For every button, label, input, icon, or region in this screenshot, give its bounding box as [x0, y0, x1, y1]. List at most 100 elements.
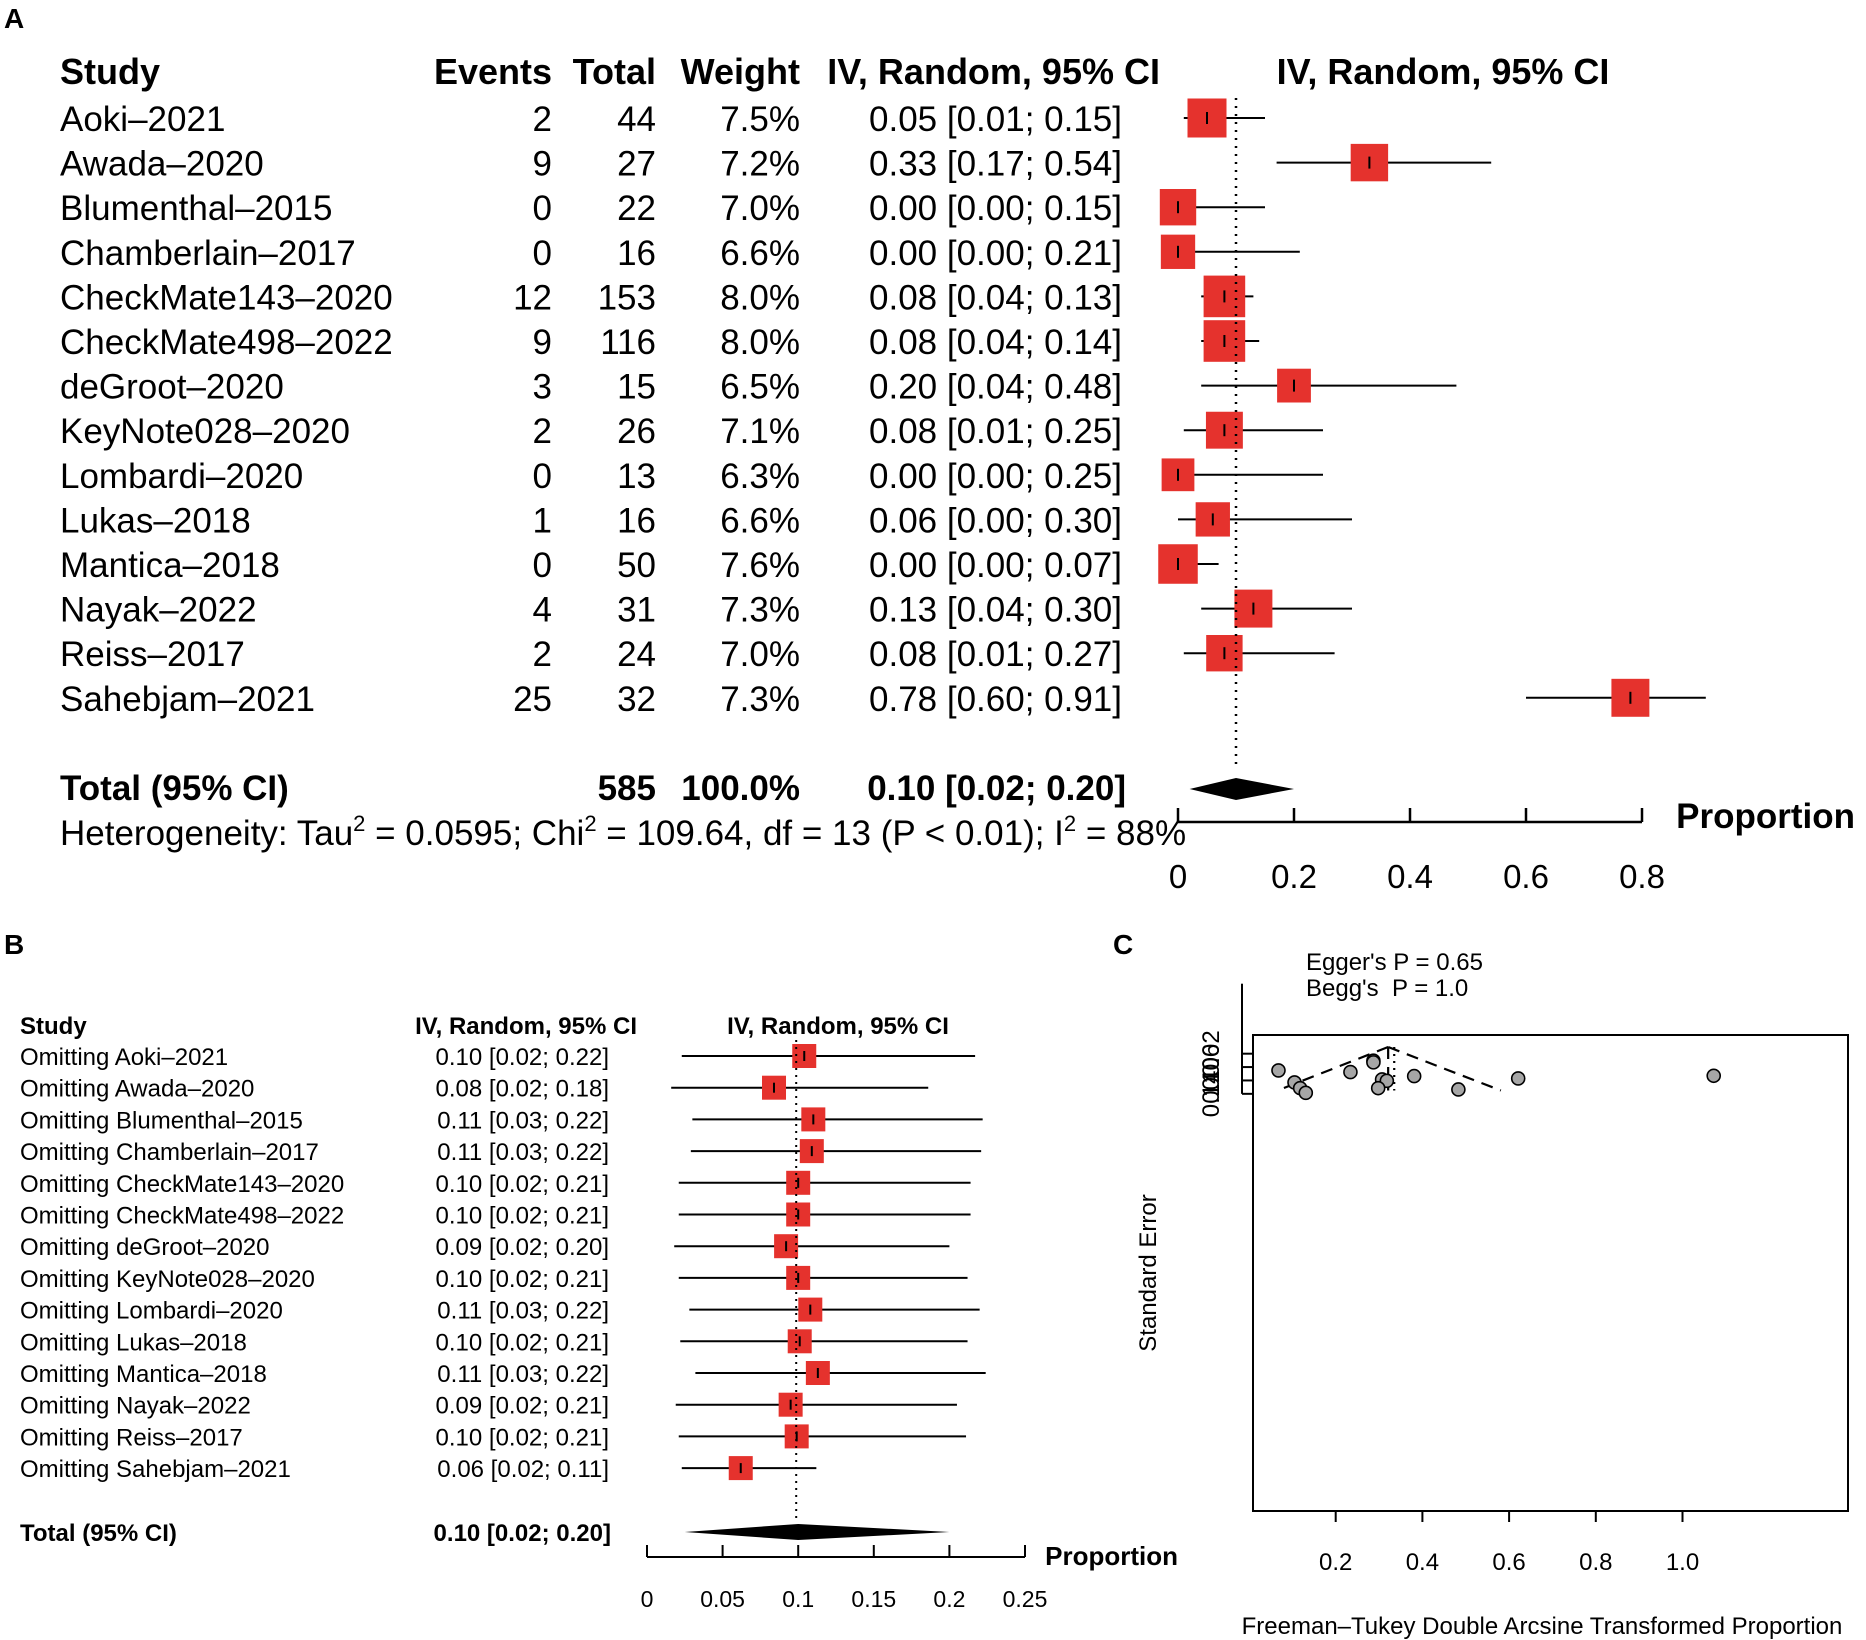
a-row-total: 44	[617, 100, 656, 139]
b-summary-diamond	[684, 1524, 950, 1540]
a-row-total: 13	[617, 457, 656, 496]
a-xaxis-tick-label: 0	[1169, 858, 1187, 895]
a-row-study: Nayak–2022	[60, 591, 257, 630]
a-row-study: Mantica–2018	[60, 546, 280, 585]
a-row-events: 0	[533, 457, 552, 496]
a-row-study: deGroot–2020	[60, 368, 284, 407]
b-total-label: Total (95% CI)	[20, 1520, 177, 1547]
b-row-ci: 0.09 [0.02; 0.21]	[436, 1393, 609, 1420]
panel-a-forest-plot: Study Events Total Weight IV, Random, 95…	[60, 51, 1855, 895]
c-yaxis-tick-label: 0.02	[1198, 1030, 1225, 1077]
c-study-point	[1406, 1068, 1422, 1084]
c-study-point	[1706, 1068, 1722, 1084]
a-row-events: 25	[513, 680, 552, 719]
a-row-total: 116	[600, 323, 656, 362]
a-row-events: 4	[533, 591, 552, 630]
a-row-weight: 7.2%	[720, 145, 800, 184]
a-row-weight: 7.0%	[720, 635, 800, 674]
c-study-point	[1343, 1064, 1358, 1080]
b-row-ci: 0.11 [0.03; 0.22]	[437, 1139, 609, 1166]
a-row-events: 0	[533, 234, 552, 273]
b-xaxis-label: Proportion	[1045, 1541, 1178, 1571]
a-row-total: 16	[617, 234, 656, 273]
a-row-ci: 0.00 [0.00; 0.25]	[869, 457, 1122, 496]
c-egger-text: Egger's P = 0.65	[1306, 949, 1483, 976]
a-header-weight: Weight	[681, 51, 800, 92]
a-row-weight: 6.5%	[720, 368, 800, 407]
c-yaxis-tick-label: 0.06	[1198, 1044, 1225, 1091]
a-row-weight: 6.6%	[720, 501, 800, 540]
b-row-ci: 0.06 [0.02; 0.11]	[437, 1456, 609, 1483]
c-xlabel: Freeman–Tukey Double Arcsine Transformed…	[1242, 1613, 1843, 1640]
a-row-total: 153	[598, 278, 656, 317]
panel-label-a: A	[4, 3, 24, 34]
a-xaxis-tick-label: 0.2	[1271, 858, 1317, 895]
a-row-weight: 7.0%	[720, 189, 800, 228]
b-row-ci: 0.08 [0.02; 0.18]	[436, 1076, 609, 1103]
a-header-plot: IV, Random, 95% CI	[1277, 51, 1610, 92]
c-study-point	[1366, 1055, 1381, 1070]
b-header-ci: IV, Random, 95% CI	[415, 1013, 637, 1040]
a-total-ci: 0.10 [0.02; 0.20]	[867, 769, 1126, 808]
b-xaxis-tick-label: 0.25	[1003, 1586, 1048, 1612]
a-header-ci: IV, Random, 95% CI	[827, 51, 1160, 92]
b-row-study: Omitting CheckMate498–2022	[20, 1203, 344, 1230]
a-row-study: CheckMate498–2022	[60, 323, 393, 362]
a-row-study: Sahebjam–2021	[60, 680, 315, 719]
a-row-weight: 8.0%	[720, 323, 800, 362]
a-row-total: 16	[617, 501, 656, 540]
a-row-ci: 0.13 [0.04; 0.30]	[869, 591, 1122, 630]
b-row-study: Omitting deGroot–2020	[20, 1234, 269, 1261]
a-row-study: Aoki–2021	[60, 100, 225, 139]
a-row-events: 9	[533, 323, 552, 362]
c-study-point	[1510, 1071, 1526, 1086]
b-row-ci: 0.10 [0.02; 0.21]	[436, 1424, 609, 1451]
c-plot-frame	[1252, 1034, 1849, 1512]
b-row-study: Omitting Sahebjam–2021	[20, 1456, 291, 1483]
b-xaxis-tick-label: 0.05	[700, 1586, 745, 1612]
a-row-total: 24	[617, 635, 656, 674]
a-header-total: Total	[573, 51, 656, 92]
b-row-study: Omitting Lukas–2018	[20, 1329, 247, 1356]
b-row-study: Omitting Chamberlain–2017	[20, 1139, 319, 1166]
a-row-study: Awada–2020	[60, 145, 264, 184]
a-row-ci: 0.08 [0.01; 0.27]	[869, 635, 1122, 674]
c-begg-text: Begg's P = 1.0	[1306, 975, 1468, 1002]
c-study-point	[1298, 1085, 1314, 1101]
b-row-study: Omitting KeyNote028–2020	[20, 1266, 315, 1293]
a-row-ci: 0.08 [0.04; 0.14]	[869, 323, 1122, 362]
a-summary-diamond	[1189, 778, 1294, 800]
a-header-events: Events	[434, 51, 552, 92]
a-row-total: 31	[617, 591, 656, 630]
b-row-ci: 0.11 [0.03; 0.22]	[437, 1361, 609, 1388]
a-row-ci: 0.78 [0.60; 0.91]	[869, 680, 1122, 719]
b-xaxis-tick-label: 0.1	[782, 1586, 814, 1612]
a-row-study: Lukas–2018	[60, 501, 251, 540]
a-row-ci: 0.33 [0.17; 0.54]	[869, 145, 1122, 184]
a-row-weight: 7.1%	[720, 412, 800, 451]
c-yaxis-tick-label: 0.10	[1198, 1057, 1225, 1104]
b-header-study: Study	[20, 1013, 87, 1040]
b-row-ci: 0.11 [0.03; 0.22]	[437, 1107, 609, 1134]
c-xaxis-tick-label: 0.6	[1492, 1549, 1525, 1576]
a-xaxis-label: Proportion	[1676, 797, 1855, 836]
a-xaxis-tick-label: 0.6	[1503, 858, 1549, 895]
a-row-events: 0	[533, 546, 552, 585]
a-row-weight: 6.3%	[720, 457, 800, 496]
c-xaxis-tick-label: 0.2	[1319, 1549, 1352, 1576]
a-row-total: 22	[617, 189, 656, 228]
c-xaxis-tick-label: 0.8	[1579, 1549, 1612, 1576]
a-row-study: KeyNote028–2020	[60, 412, 350, 451]
a-row-study: Blumenthal–2015	[60, 189, 332, 228]
a-row-events: 0	[533, 189, 552, 228]
a-row-total: 32	[617, 680, 656, 719]
a-row-ci: 0.06 [0.00; 0.30]	[869, 501, 1122, 540]
a-row-ci: 0.08 [0.04; 0.13]	[869, 278, 1122, 317]
b-row-study: Omitting Awada–2020	[20, 1076, 254, 1103]
b-row-ci: 0.09 [0.02; 0.20]	[436, 1234, 609, 1261]
b-header-plot: IV, Random, 95% CI	[727, 1013, 949, 1040]
a-row-events: 12	[513, 278, 552, 317]
a-row-total: 15	[617, 368, 656, 407]
a-row-study: Reiss–2017	[60, 635, 245, 674]
